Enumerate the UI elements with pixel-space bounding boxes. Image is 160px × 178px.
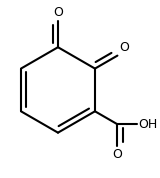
Text: O: O xyxy=(112,148,122,161)
Text: O: O xyxy=(119,41,129,54)
Text: OH: OH xyxy=(138,118,157,131)
Text: O: O xyxy=(53,6,63,19)
